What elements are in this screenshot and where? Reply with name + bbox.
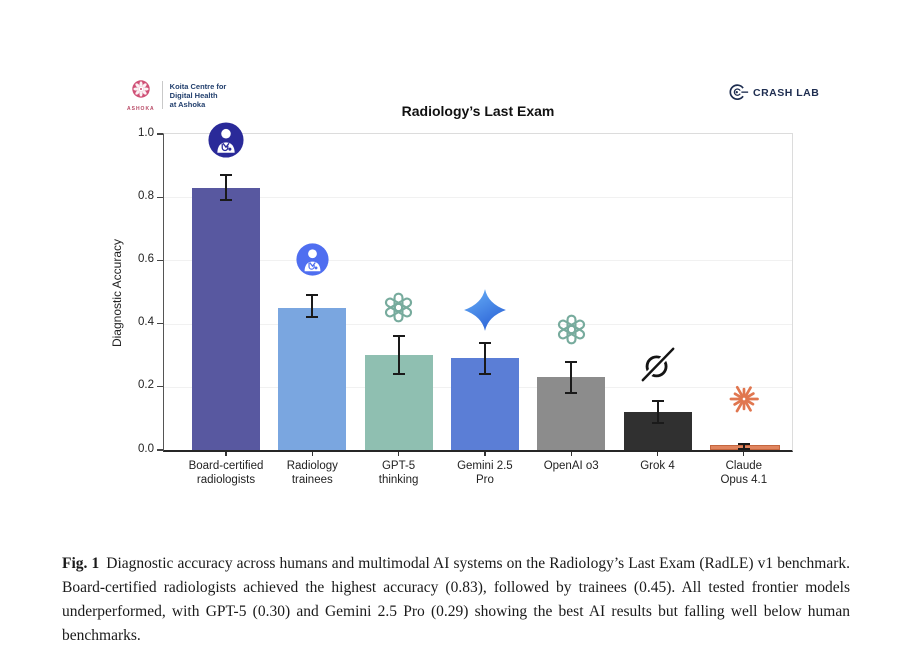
error-bar-cap	[737, 447, 750, 450]
y-tick-label: 0.6	[138, 252, 154, 265]
x-tick-label-grok-4: Grok 4	[598, 460, 718, 474]
error-bar-grok-4	[656, 401, 659, 424]
x-tick-label-openai-o3: OpenAI o3	[511, 460, 631, 474]
doctor-dark-icon	[208, 122, 244, 158]
bar-board-certified-radiologists	[192, 187, 260, 450]
y-tick-label: 0.4	[138, 316, 154, 329]
y-axis-ticks: 0.0 0.2 0.4 0.6 0.8 1.0	[112, 127, 154, 455]
openai-icon	[555, 313, 588, 346]
y-tick-label: 0.2	[138, 379, 154, 392]
error-bar-radiology-trainees	[311, 295, 314, 318]
error-bar-cap	[565, 360, 578, 363]
x-tick-label-claude-opus-4.1: Claude Opus 4.1	[684, 460, 804, 487]
x-tick-label-line: Claude	[725, 460, 763, 472]
x-tick-label-board-certified-radiologists: Board-certified radiologists	[166, 460, 286, 487]
y-tick-mark	[157, 133, 163, 135]
error-bar-board-certified-radiologists	[225, 175, 227, 201]
x-tick-label-line: Board-certified	[188, 460, 264, 472]
ashoka-text-line: Digital Health	[169, 90, 218, 100]
x-tick-label-line: Pro	[475, 473, 494, 486]
y-tick-mark	[157, 196, 163, 198]
y-tick-label: 0.8	[138, 189, 154, 202]
ashoka-flower-icon	[130, 78, 152, 105]
error-bar-cap	[306, 316, 319, 319]
error-bar-cap	[737, 443, 750, 446]
y-tick-mark	[157, 259, 163, 262]
x-tick-label-line: Grok 4	[640, 460, 675, 472]
y-tick-mark	[157, 323, 163, 325]
error-bar-cap	[392, 335, 405, 338]
ashoka-logo-text: Koita Centre for Digital Health at Ashok…	[170, 82, 227, 109]
x-tick-mark	[743, 452, 745, 456]
figure-caption: Fig. 1 Diagnostic accuracy across humans …	[62, 552, 850, 648]
chart-title: Radiology’s Last Exam	[401, 103, 555, 119]
x-tick-label-gemini-2.5-pro: Gemini 2.5 Pro	[425, 460, 545, 487]
error-bar-cap	[478, 373, 491, 376]
gridline	[164, 260, 792, 262]
error-bar-cap	[220, 174, 232, 177]
grok-icon	[639, 345, 677, 383]
x-tick-label-line: Gemini 2.5	[457, 460, 513, 472]
ashoka-brand-label: ASHOKA	[127, 106, 155, 112]
error-bar-cap	[392, 373, 405, 376]
y-tick-mark	[157, 449, 163, 451]
x-tick-mark	[397, 452, 400, 456]
error-bar-cap	[306, 294, 319, 297]
bar-radiology-trainees	[278, 307, 347, 450]
plot-area: Board-certified radiologists Radiology tra…	[157, 122, 793, 486]
crashlab-aperture-icon	[727, 82, 749, 104]
error-bar-cap	[651, 422, 664, 425]
ashoka-text-line: Koita Centre for	[169, 81, 227, 91]
y-tick-label: 0.0	[138, 442, 154, 455]
x-tick-mark	[311, 452, 313, 456]
gemini-icon	[463, 288, 507, 332]
error-bar-cap	[565, 392, 578, 395]
caption-fig-label: Fig. 1	[62, 555, 100, 572]
doctor-blue-icon	[296, 243, 329, 276]
x-tick-label-line: radiologists	[196, 473, 256, 486]
x-tick-mark	[484, 452, 486, 456]
crashlab-logo: CRASH LAB	[727, 82, 819, 104]
caption-text: Diagnostic accuracy across humans and mu…	[62, 555, 850, 644]
claude-icon	[726, 381, 762, 417]
x-tick-label-line: trainees	[291, 473, 333, 486]
x-tick-label-radiology-trainees: Radiology trainees	[252, 460, 372, 487]
x-tick-label-gpt-5-thinking: GPT-5 thinking	[339, 460, 459, 487]
x-tick-label-line: OpenAI o3	[543, 460, 599, 472]
error-bar-cap	[220, 199, 232, 202]
error-bar-claude-opus-4.1	[742, 444, 745, 449]
x-tick-label-line: GPT-5	[381, 460, 416, 472]
x-tick-mark	[570, 452, 572, 456]
y-tick-label: 1.0	[138, 126, 154, 139]
crashlab-label: CRASH LAB	[753, 87, 820, 99]
gridline	[164, 323, 792, 325]
x-tick-mark	[656, 452, 659, 456]
openai-icon	[382, 291, 415, 324]
error-bar-gemini-2.5-pro	[483, 342, 486, 375]
y-tick-mark	[157, 386, 163, 388]
error-bar-cap	[478, 341, 491, 344]
x-tick-mark	[225, 452, 227, 456]
logo-divider	[161, 81, 163, 109]
error-bar-gpt-5-thinking	[397, 336, 400, 375]
x-tick-label-line: Opus 4.1	[720, 473, 768, 486]
gridline	[164, 197, 792, 199]
error-bar-cap	[651, 400, 664, 403]
error-bar-openai-o3	[570, 361, 573, 394]
ashoka-logo: ASHOKA Koita Centre for Digital Health a…	[127, 78, 226, 112]
ashoka-text-line: at Ashoka	[169, 99, 206, 109]
x-tick-label-line: Radiology	[286, 460, 338, 472]
x-tick-label-line: thinking	[378, 473, 419, 486]
ashoka-mark: ASHOKA	[127, 78, 155, 112]
